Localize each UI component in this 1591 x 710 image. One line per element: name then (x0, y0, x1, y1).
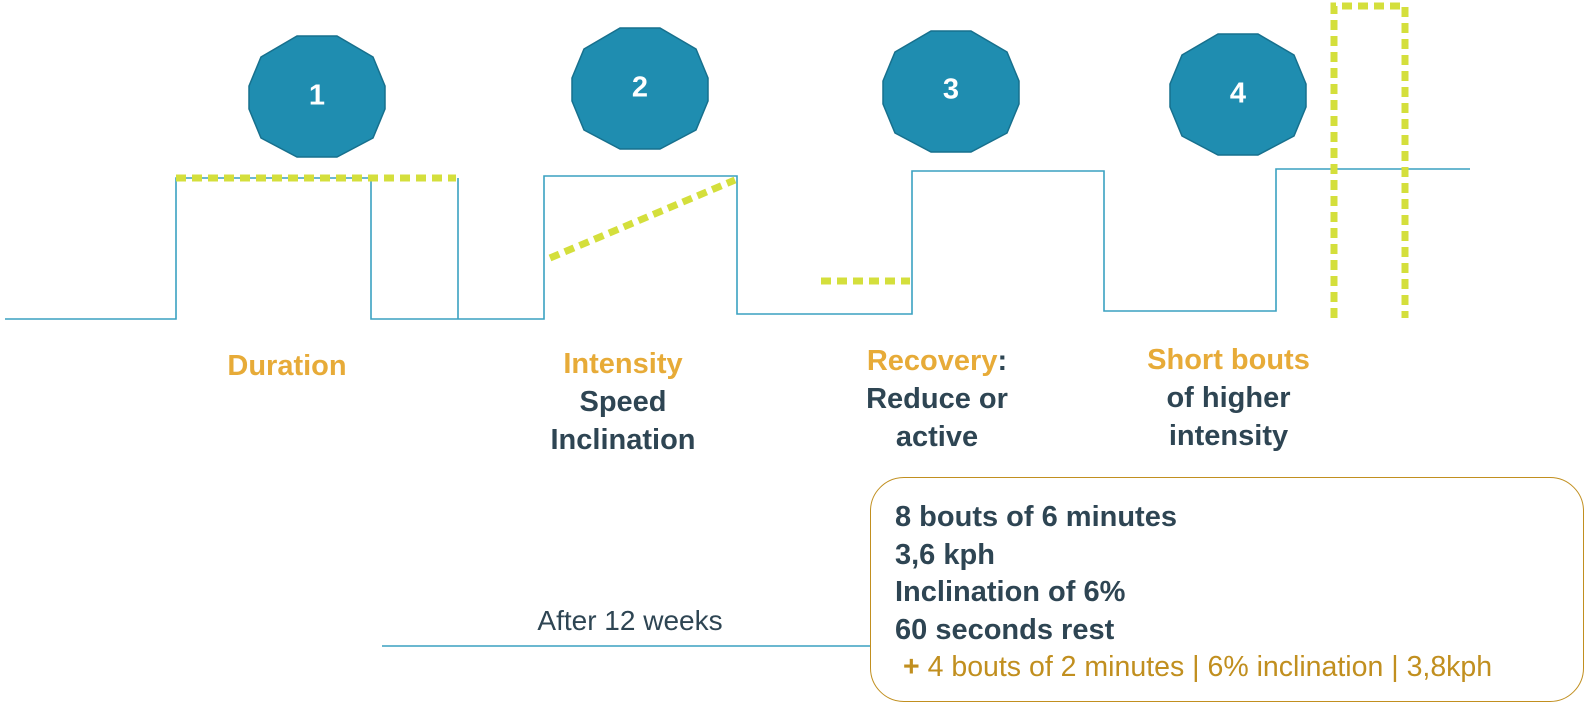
step-3-title-line: Recovery: (837, 342, 1037, 380)
step-number: 4 (1230, 78, 1246, 110)
step-number: 1 (309, 80, 325, 112)
step-2-label: Intensity Speed Inclination (523, 345, 723, 459)
step-number: 2 (632, 72, 648, 104)
step-4-title: Short bouts (1147, 344, 1310, 376)
program-line-1: 8 bouts of 6 minutes (895, 501, 1177, 533)
step-badge-2: 2 (571, 27, 709, 150)
step-2-title: Intensity (563, 348, 683, 380)
octagon-shape (248, 35, 386, 158)
step-2-detail-1: Speed (579, 386, 667, 418)
after-weeks-label: After 12 weeks (537, 605, 723, 636)
step-1-label: Duration (187, 347, 387, 385)
step-number: 3 (943, 74, 959, 106)
program-info-box: 8 bouts of 6 minutes 3,6 kph Inclination… (870, 477, 1584, 702)
plus-sign: + (903, 651, 920, 684)
step-2-detail-2: Inclination (550, 424, 696, 456)
octagon-shape (882, 30, 1020, 153)
step-3-label: Recovery: Reduce or active (837, 342, 1037, 456)
program-extra-line: + 4 bouts of 2 minutes | 6% inclination … (895, 649, 1583, 687)
program-line-2: 3,6 kph (895, 538, 995, 571)
step-1-title: Duration (227, 350, 347, 382)
short-bout-dotted-pulse (1330, 2, 1409, 318)
program-line-3: Inclination of 6% (895, 576, 1126, 609)
intensity-dotted-line (548, 176, 737, 262)
step-4-detail-2: intensity (1168, 420, 1289, 452)
step-4-detail-1: of higher (1166, 382, 1291, 414)
program-line-4: 60 seconds rest (895, 613, 1115, 646)
step-3-title-suffix: : (997, 345, 1008, 377)
waveform-line (5, 168, 1470, 320)
step-badge-1: 1 (248, 35, 386, 158)
octagon-shape (571, 27, 709, 150)
step-4-label: Short bouts of higher intensity (1116, 341, 1341, 455)
step-3-detail-1: Reduce or (866, 383, 1008, 415)
octagon-shape (1169, 33, 1307, 156)
step-badge-3: 3 (882, 30, 1020, 153)
program-extra-text: 4 bouts of 2 minutes | 6% inclination | … (919, 651, 1493, 684)
step-badge-4: 4 (1169, 33, 1307, 156)
step-3-title: Recovery (866, 345, 998, 377)
step-3-detail-2: active (895, 421, 979, 453)
